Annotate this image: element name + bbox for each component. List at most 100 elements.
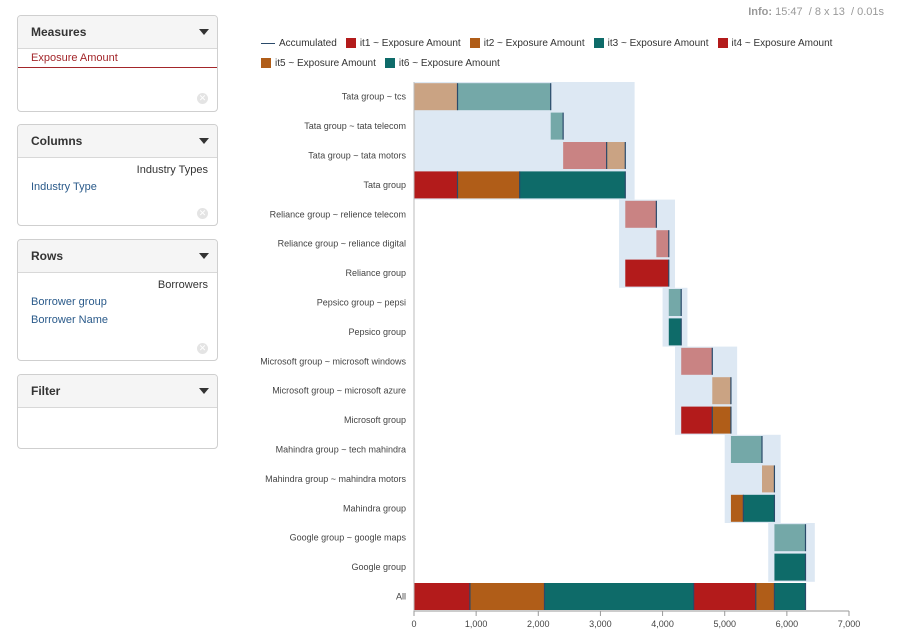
bar-9-it4[interactable] [681,347,713,375]
x-tick-label-4: 4,000 [651,619,674,629]
legend-item-it4[interactable]: it4 ~ Exposure Amount [717,37,833,49]
bar-17-it3[interactable] [544,583,694,610]
row-label-2: Tata group ~ tata motors [308,151,406,161]
legend-swatch [345,38,356,48]
caret-down-icon[interactable] [199,138,209,144]
row-label-10: Microsoft group ~ microsoft azure [272,386,406,396]
chart-legend: Accumulated it1 ~ Exposure Amount it2 ~ Ex… [261,37,881,69]
bar-14-it5[interactable] [730,494,744,522]
legend-item-it5[interactable]: it5 ~ Exposure Amount [261,57,376,69]
legend-label: it6 ~ Exposure Amount [398,57,500,69]
x-tick-label-7: 7,000 [838,619,861,629]
bar-5-it1[interactable] [656,230,669,258]
row-label-8: Pepsico group [348,327,406,337]
caret-down-icon[interactable] [199,29,209,35]
rows-group-label: Borrowers [157,279,208,291]
row-label-14: Mahindra group [343,503,406,513]
bar-3-it3[interactable] [519,171,626,199]
measure-item[interactable]: Exposure Amount [18,49,217,68]
rows-title: Rows [31,249,64,263]
row-label-4: Reliance group ~ relience telecom [270,209,406,219]
rows-panel: Rows Borrowers Borrower group Borrower N… [17,239,218,361]
bar-16-it6[interactable] [774,553,806,581]
bar-6-it1[interactable] [625,259,669,287]
bar-1-it3[interactable] [550,112,564,140]
bar-0-it3[interactable] [457,83,551,111]
bar-3-it2[interactable] [457,171,520,199]
legend-item-accumulated[interactable]: Accumulated [261,37,337,49]
row-label-12: Mahindra group ~ tech mahindra [276,445,406,455]
rows-drop-zone[interactable]: Borrowers Borrower group Borrower Name ✕ [18,273,217,360]
columns-header[interactable]: Columns [18,125,217,158]
bar-17-it4[interactable] [693,583,756,610]
legend-swatch [384,58,395,68]
bar-11-it4[interactable] [681,406,713,434]
legend-item-it3[interactable]: it3 ~ Exposure Amount [593,37,709,49]
legend-swatch [469,38,480,48]
x-tick-label-1: 1,000 [465,619,488,629]
filter-panel: Filter [17,374,218,449]
columns-title: Columns [31,134,83,148]
info-time: 15:47 [775,6,803,18]
x-tick-label-2: 2,000 [527,619,550,629]
measures-header[interactable]: Measures [18,16,217,49]
row-label-16: Google group [351,562,406,572]
rows-header[interactable]: Rows [18,240,217,273]
bar-11-it5[interactable] [712,406,731,434]
legend-item-it2[interactable]: it2 ~ Exposure Amount [469,37,585,49]
row-label-0: Tata group ~ tcs [342,92,407,102]
bar-17-it1[interactable] [414,583,470,610]
measures-drop-zone[interactable]: Exposure Amount ✕ [18,49,217,111]
bar-3-it1[interactable] [414,171,458,199]
bar-7-it3[interactable] [668,289,682,316]
bar-8-it3[interactable] [668,318,682,346]
bar-12-it6[interactable] [730,436,762,463]
clear-icon[interactable]: ✕ [197,343,208,354]
bar-17-it5[interactable] [755,583,775,610]
legend-label: it4 ~ Exposure Amount [731,37,833,49]
legend-item-it1[interactable]: it1 ~ Exposure Amount [345,37,461,49]
legend-swatch [717,38,728,48]
measures-title: Measures [31,25,87,39]
row-label-17: All [396,592,406,602]
row-label-11: Microsoft group [344,415,406,425]
bar-17-it6[interactable] [774,583,806,610]
x-tick-label-6: 6,000 [776,619,799,629]
row-label-3: Tata group [363,180,406,190]
legend-label: Accumulated [279,37,337,49]
row-field-borrower-name[interactable]: Borrower Name [31,314,109,326]
bar-14-it6[interactable] [743,494,775,522]
clear-icon[interactable]: ✕ [197,93,208,104]
columns-drop-zone[interactable]: Industry Types Industry Type ✕ [18,158,217,225]
legend-item-it6[interactable]: it6 ~ Exposure Amount [384,57,500,69]
row-label-15: Google group ~ google maps [290,533,407,543]
bar-4-it1[interactable] [625,200,657,228]
bar-2-it2[interactable] [606,142,626,169]
bar-2-it1[interactable] [563,142,607,169]
legend-label: it3 ~ Exposure Amount [607,37,709,49]
column-field-industry-type[interactable]: Industry Type [31,181,97,193]
x-tick-label-5: 5,000 [713,619,736,629]
x-tick-label-3: 3,000 [589,619,612,629]
bar-0-it2[interactable] [414,83,458,111]
x-tick-label-0: 0 [411,619,416,629]
clear-icon[interactable]: ✕ [197,208,208,219]
row-field-borrower-group[interactable]: Borrower group [31,296,107,308]
filter-header[interactable]: Filter [18,375,217,408]
row-label-1: Tata group ~ tata telecom [304,121,406,131]
row-label-5: Reliance group ~ reliance digital [278,239,406,249]
columns-group-label: Industry Types [136,164,208,176]
row-label-13: Mahindra group ~ mahindra motors [265,474,406,484]
row-label-9: Microsoft group ~ microsoft windows [260,356,406,366]
info-duration: / 0.01s [850,6,884,18]
legend-label: it2 ~ Exposure Amount [483,37,585,49]
row-label-7: Pepsico group ~ pepsi [317,298,406,308]
bar-13-it5[interactable] [762,465,775,493]
bar-10-it5[interactable] [712,377,731,405]
caret-down-icon[interactable] [199,253,209,259]
legend-line [261,42,275,44]
bar-15-it6[interactable] [774,524,806,552]
caret-down-icon[interactable] [199,388,209,394]
bar-17-it2[interactable] [469,583,545,610]
